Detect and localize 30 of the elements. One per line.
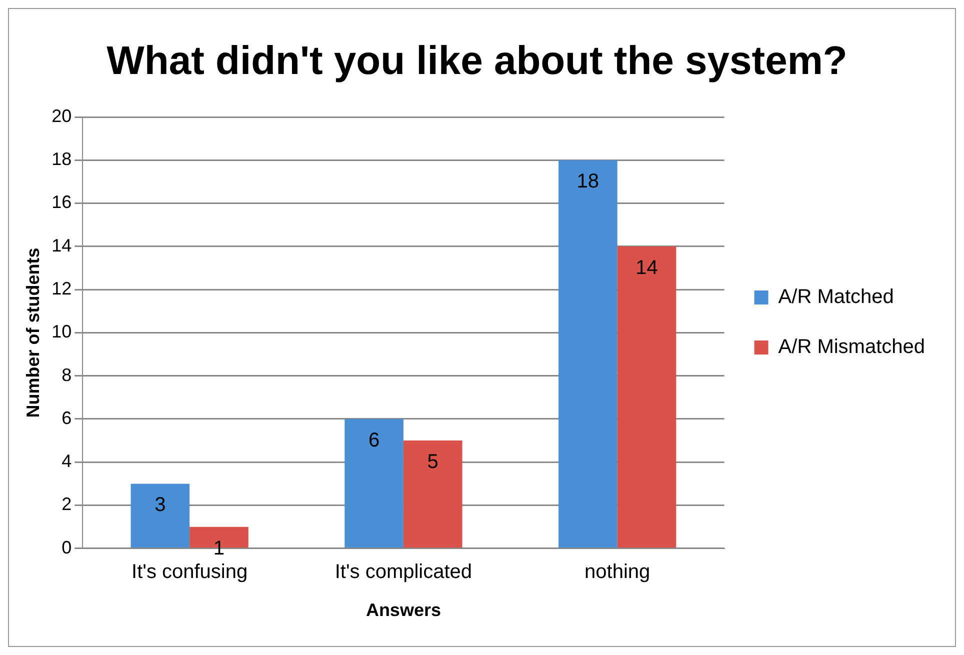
y-tick-label: 18 [52, 149, 72, 170]
y-tick-label: 6 [62, 408, 72, 428]
y-tick-label: 10 [52, 322, 72, 342]
bar [617, 246, 676, 548]
bar [403, 440, 462, 548]
x-axis-title: Answers [366, 600, 441, 620]
bar [344, 418, 404, 548]
y-axis-title: Number of students [22, 248, 43, 418]
bar [130, 484, 190, 548]
y-tick-label: 20 [52, 106, 72, 126]
data-label: 5 [427, 451, 438, 474]
y-tick-label: 0 [62, 537, 72, 558]
legend-label: A/R Matched [778, 286, 894, 308]
y-tick-label: 2 [62, 494, 72, 514]
data-label: 18 [576, 170, 600, 193]
y-tick-label: 16 [52, 192, 72, 212]
x-tick-label: It's complicated [334, 560, 472, 583]
legend-label: A/R Mismatched [778, 336, 926, 358]
y-tick-label: 4 [62, 451, 72, 472]
y-tick-label: 12 [52, 278, 72, 299]
data-label: 1 [213, 537, 225, 560]
data-label: 6 [368, 429, 380, 452]
data-label: 3 [154, 494, 166, 516]
bar [558, 160, 618, 548]
x-tick-label: It's confusing [132, 560, 248, 583]
y-tick-label: 14 [52, 235, 72, 256]
x-tick-label: nothing [584, 560, 650, 583]
chart-title: What didn't you like about the system? [106, 39, 848, 84]
data-label: 14 [636, 256, 658, 279]
y-tick-label: 8 [62, 364, 72, 385]
